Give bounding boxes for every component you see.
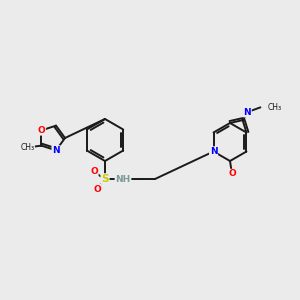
Text: S: S [101, 174, 109, 184]
Text: N: N [210, 147, 218, 156]
Text: CH₃: CH₃ [20, 143, 34, 152]
Text: N: N [243, 108, 251, 117]
Text: NH: NH [116, 175, 130, 184]
Text: O: O [90, 167, 98, 176]
Text: N: N [52, 146, 60, 155]
Text: CH₃: CH₃ [267, 103, 281, 112]
Text: O: O [228, 169, 236, 178]
Text: O: O [93, 184, 101, 194]
Text: O: O [38, 126, 45, 135]
